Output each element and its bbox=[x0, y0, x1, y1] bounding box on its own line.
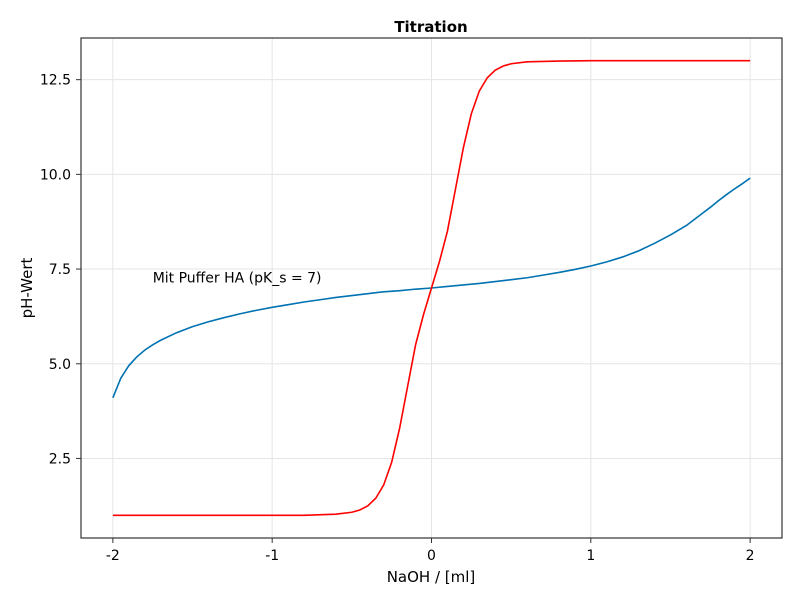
chart-title: Titration bbox=[394, 18, 467, 36]
tick-labels: -2 -1 0 1 2 2.5 5.0 7.5 10.0 12.5 bbox=[40, 73, 755, 564]
series-layer bbox=[112, 59, 751, 517]
y-tick-label: 12.5 bbox=[40, 73, 71, 89]
y-tick-label: 7.5 bbox=[49, 262, 71, 278]
y-tick-label: 2.5 bbox=[49, 451, 71, 467]
x-tick-label: 0 bbox=[427, 548, 436, 564]
x-tick-label: 1 bbox=[586, 548, 595, 564]
buffer-annotation: Mit Puffer HA (pK_s = 7) bbox=[153, 270, 322, 286]
unbuffered-series-line bbox=[112, 59, 751, 517]
ticks bbox=[76, 79, 751, 543]
grid bbox=[81, 38, 782, 538]
y-tick-label: 10.0 bbox=[40, 167, 71, 183]
x-tick-label: -2 bbox=[106, 548, 120, 564]
y-axis-label: pH-Wert bbox=[18, 257, 36, 318]
x-tick-label: 2 bbox=[746, 548, 755, 564]
x-axis-label: NaOH / [ml] bbox=[387, 568, 476, 586]
x-tick-label: -1 bbox=[265, 548, 279, 564]
y-tick-label: 5.0 bbox=[49, 357, 71, 373]
